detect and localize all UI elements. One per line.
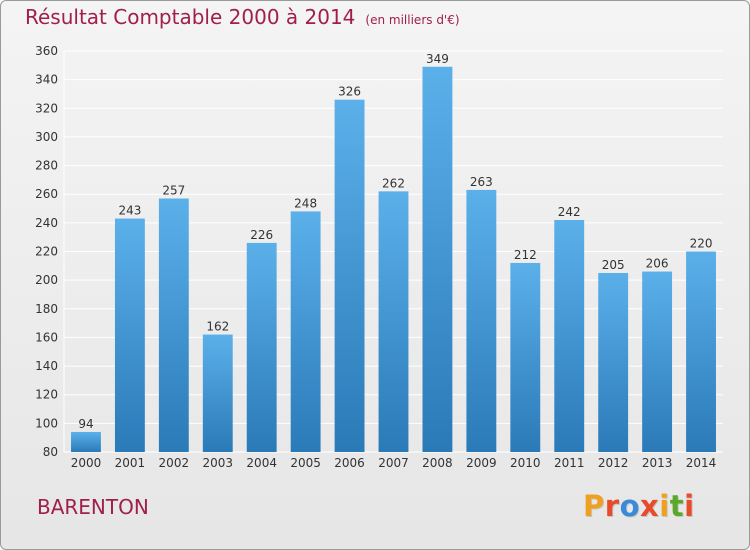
- value-label-2005: 248: [294, 196, 317, 210]
- x-tick-label-2000: 2000: [71, 456, 102, 470]
- x-tick-label-2008: 2008: [422, 456, 453, 470]
- y-tick-label: 100: [35, 416, 58, 430]
- x-tick-label-2013: 2013: [642, 456, 673, 470]
- y-tick-label: 120: [35, 388, 58, 402]
- value-label-2013: 206: [646, 257, 669, 271]
- y-tick-label: 180: [35, 302, 58, 316]
- x-tick-label-2001: 2001: [115, 456, 146, 470]
- x-tick-label-2011: 2011: [554, 456, 585, 470]
- bar-2009: [466, 189, 497, 453]
- y-tick-label: 200: [35, 273, 58, 287]
- bar-2008: [422, 66, 453, 452]
- y-tick-label: 340: [35, 73, 58, 87]
- bar-2014: [686, 251, 716, 452]
- bar-2011: [554, 219, 585, 452]
- x-axis: 2000 2001 2002 2003 2004 2005 2006 2007 2008 2009…: [71, 456, 717, 470]
- x-tick-label-2014: 2014: [686, 456, 717, 470]
- bar-2013: [642, 271, 673, 452]
- x-tick-label-2010: 2010: [510, 456, 541, 470]
- y-tick-label: 280: [35, 159, 58, 173]
- chart-title: Résultat Comptable 2000 à 2014 (en millie…: [25, 5, 460, 29]
- x-tick-label-2004: 2004: [246, 456, 277, 470]
- bar-2004: [246, 242, 277, 452]
- y-tick-label: 260: [35, 187, 58, 201]
- value-label-2003: 162: [206, 320, 229, 334]
- logo-letter: t: [669, 489, 685, 523]
- logo-letter: i: [659, 489, 670, 523]
- y-tick-label: 320: [35, 101, 58, 115]
- y-tick-label: 140: [35, 359, 58, 373]
- bar-2005: [290, 211, 321, 452]
- y-tick-label: 160: [35, 330, 58, 344]
- value-label-2000: 94: [78, 417, 93, 431]
- y-axis: 80 100 120 140 160 180 200 220 240 260 280 300 320 34…: [35, 44, 65, 459]
- x-tick-label-2006: 2006: [334, 456, 365, 470]
- value-label-2012: 205: [602, 258, 625, 272]
- x-tick-label-2005: 2005: [290, 456, 321, 470]
- bars: [71, 66, 716, 453]
- proxiti-logo[interactable]: Proxiti: [583, 489, 695, 523]
- bar-2000: [71, 431, 101, 452]
- logo-letter: x: [640, 489, 660, 523]
- value-label-2006: 326: [338, 85, 361, 99]
- value-label-2011: 242: [558, 205, 581, 219]
- chart-title-text: Résultat Comptable 2000 à 2014: [25, 5, 356, 29]
- y-tick-label: 80: [43, 445, 58, 459]
- value-labels: 94 243 257 162 226 248 326 262 349 263 212 242 205 20…: [78, 52, 712, 431]
- y-tick-label: 300: [35, 130, 58, 144]
- x-tick-label-2007: 2007: [378, 456, 409, 470]
- value-label-2009: 263: [470, 175, 493, 189]
- bar-2012: [598, 272, 629, 452]
- value-label-2004: 226: [250, 228, 273, 242]
- chart-subtitle: (en milliers d'€): [365, 13, 460, 27]
- value-label-2010: 212: [514, 248, 537, 262]
- x-tick-label-2003: 2003: [202, 456, 233, 470]
- value-label-2002: 257: [162, 184, 185, 198]
- x-tick-label-2002: 2002: [159, 456, 190, 470]
- y-tick-label: 220: [35, 245, 58, 259]
- bar-2001: [114, 218, 145, 452]
- value-label-2014: 220: [690, 237, 713, 251]
- logo-letter: o: [619, 489, 641, 523]
- bar-2010: [510, 262, 541, 452]
- value-label-2008: 349: [426, 52, 449, 66]
- y-tick-label: 240: [35, 216, 58, 230]
- bar-2007: [378, 191, 409, 452]
- x-tick-label-2012: 2012: [598, 456, 629, 470]
- bar-2006: [334, 99, 365, 452]
- value-label-2001: 243: [118, 204, 141, 218]
- logo-letter: i: [684, 489, 695, 523]
- value-label-2007: 262: [382, 176, 405, 190]
- bar-2002: [158, 198, 189, 452]
- x-tick-label-2009: 2009: [466, 456, 497, 470]
- commune-name: BARENTON: [37, 495, 149, 519]
- logo-letter: r: [604, 489, 620, 523]
- y-tick-label: 360: [35, 44, 58, 58]
- logo-letter: P: [583, 489, 605, 523]
- bar-2003: [202, 334, 233, 452]
